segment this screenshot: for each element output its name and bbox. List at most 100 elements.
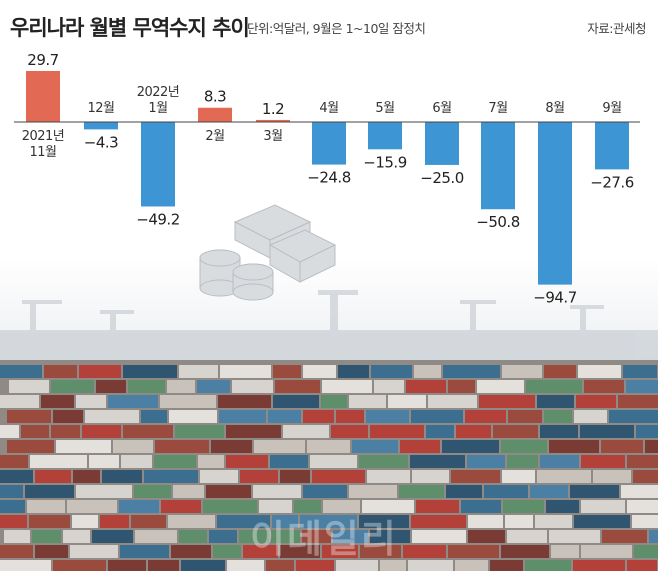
- category-label: 11월: [29, 145, 56, 160]
- container-block: [535, 515, 572, 528]
- container-block: [649, 530, 658, 543]
- money-stack-illustration: [199, 204, 337, 301]
- container-block: [493, 425, 538, 438]
- container-block: [79, 365, 121, 378]
- container-block: [370, 530, 410, 543]
- container-block: [456, 425, 491, 438]
- container-block: [0, 395, 39, 408]
- container-block: [119, 500, 159, 513]
- container-block: [21, 425, 49, 438]
- container-block: [321, 395, 347, 408]
- container-block: [168, 515, 215, 528]
- bar: [198, 107, 232, 122]
- bar: [256, 119, 290, 122]
- container-block: [537, 470, 591, 483]
- container-block: [507, 530, 547, 543]
- container-block: [593, 470, 631, 483]
- category-label: 6월: [432, 101, 451, 116]
- category-label: 5월: [375, 101, 394, 116]
- container-block: [63, 530, 90, 543]
- bar: [425, 122, 459, 165]
- container-block: [27, 500, 65, 513]
- container-block: [412, 530, 466, 543]
- container-block: [44, 365, 77, 378]
- category-label: 1월: [148, 101, 167, 116]
- container-block: [154, 455, 196, 468]
- container-block: [601, 440, 643, 453]
- container-block: [294, 500, 321, 513]
- container-block: [443, 365, 500, 378]
- container-block: [296, 560, 334, 571]
- category-label: 4월: [319, 101, 338, 116]
- container-block: [82, 425, 121, 438]
- container-block: [428, 395, 477, 408]
- container-block: [448, 545, 499, 558]
- container-block: [161, 500, 201, 513]
- container-block: [0, 560, 51, 571]
- container-block: [144, 470, 198, 483]
- container-block: [322, 380, 372, 393]
- container-block: [544, 410, 572, 423]
- container-block: [218, 395, 271, 408]
- container-block: [448, 380, 475, 393]
- container-block: [30, 455, 87, 468]
- container-block: [219, 410, 266, 423]
- container-block: [89, 455, 119, 468]
- container-block: [416, 500, 459, 513]
- container-block: [578, 365, 621, 378]
- unit-note: 단위:억달러, 9월은 1~10일 잠정치: [247, 21, 426, 36]
- container-block: [120, 545, 169, 558]
- value-label: −94.7: [533, 289, 576, 307]
- container-block: [551, 545, 579, 558]
- container-block: [0, 515, 27, 528]
- container-block: [92, 530, 133, 543]
- container-block: [211, 440, 252, 453]
- container-block: [627, 455, 658, 468]
- container-block: [546, 500, 579, 513]
- container-block: [408, 560, 453, 571]
- container-block: [198, 455, 224, 468]
- container-block: [96, 380, 126, 393]
- container-block: [410, 455, 465, 468]
- container-block: [56, 440, 111, 453]
- container-block: [253, 485, 301, 498]
- container-block: [406, 380, 446, 393]
- container-block: [131, 515, 166, 528]
- container-block: [283, 425, 329, 438]
- container-block: [266, 560, 294, 571]
- container-block: [380, 560, 406, 571]
- container-block: [573, 560, 625, 571]
- container-block: [581, 455, 625, 468]
- container-block: [468, 530, 505, 543]
- container-block: [360, 545, 401, 558]
- container-block: [7, 440, 54, 453]
- value-label: −25.0: [420, 169, 463, 187]
- container-block: [322, 545, 358, 558]
- container-block: [411, 515, 466, 528]
- container-block: [645, 440, 658, 453]
- container-block: [270, 455, 308, 468]
- container-block: [171, 545, 211, 558]
- bar: [26, 71, 60, 122]
- container-block: [426, 425, 454, 438]
- container-block: [414, 365, 441, 378]
- category-label: 2월: [205, 129, 224, 144]
- container-block: [123, 425, 173, 438]
- container-block: [312, 470, 365, 483]
- container-block: [609, 410, 658, 423]
- container-block: [197, 380, 230, 393]
- container-block: [179, 530, 207, 543]
- container-block: [627, 560, 657, 571]
- container-block: [359, 455, 408, 468]
- container-block: [121, 455, 152, 468]
- container-block: [574, 515, 630, 528]
- container-block: [53, 410, 83, 423]
- container-block: [273, 365, 301, 378]
- value-label: −24.8: [307, 169, 350, 187]
- container-block: [0, 425, 19, 438]
- container-block: [226, 455, 268, 468]
- container-block: [227, 560, 264, 571]
- container-block: [484, 485, 528, 498]
- container-block: [53, 560, 106, 571]
- container-block: [123, 365, 177, 378]
